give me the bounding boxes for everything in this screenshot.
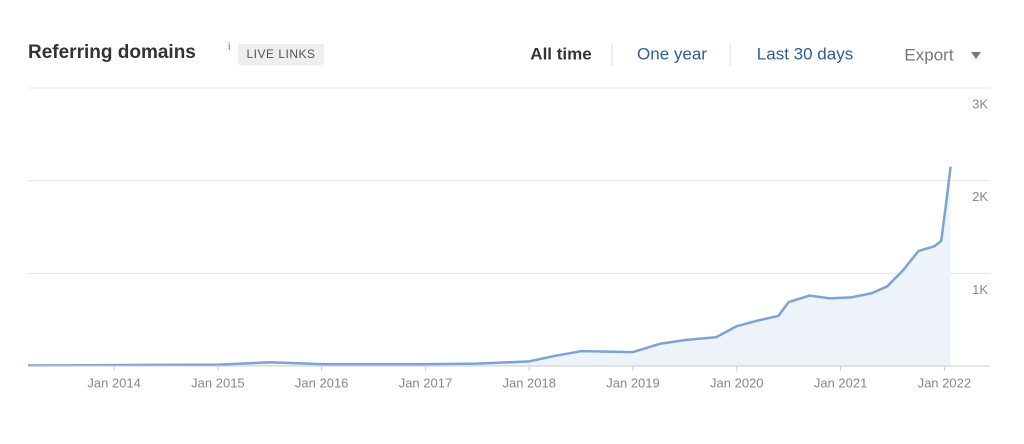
chart-title: Referring domains [28, 42, 196, 63]
x-tick-label: Jan 2019 [606, 375, 660, 390]
line [27, 166, 952, 367]
dropdown-arrow[interactable] [971, 52, 981, 59]
tab[interactable]: One year [637, 44, 707, 63]
x-tick-label: Jan 2014 [87, 375, 141, 390]
area [28, 166, 951, 366]
x-tick-label: Jan 2022 [918, 375, 972, 390]
tab[interactable]: Last 30 days [757, 44, 853, 63]
badge-bg [238, 44, 324, 65]
x-tick-label: Jan 2016 [295, 375, 349, 390]
x-tick-label: Jan 2017 [399, 375, 453, 390]
y-tick-label: 3K [972, 96, 988, 111]
y-tick-label: 2K [972, 189, 988, 204]
x-tick-label: Jan 2021 [814, 375, 868, 390]
export-button[interactable]: Export [904, 45, 953, 64]
tab[interactable]: All time [530, 44, 591, 63]
badge: LIVE LINKS [246, 47, 315, 61]
y-tick-label: 1K [972, 282, 988, 297]
x-tick-label: Jan 2015 [191, 375, 245, 390]
info-icon[interactable]: i [228, 41, 230, 53]
x-tick-label: Jan 2020 [710, 375, 764, 390]
x-tick-label: Jan 2018 [502, 375, 556, 390]
